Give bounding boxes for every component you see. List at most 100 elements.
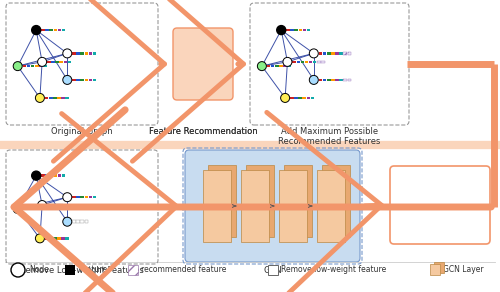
Bar: [57, 237, 60, 240]
Bar: [128, 265, 138, 275]
Bar: [300, 61, 304, 63]
Bar: [323, 79, 326, 81]
Bar: [93, 196, 96, 199]
Bar: [310, 97, 314, 99]
Bar: [275, 65, 278, 67]
Bar: [80, 220, 84, 223]
Bar: [84, 220, 88, 223]
Text: Task Specific
Loss Function: Task Specific Loss Function: [406, 195, 474, 215]
Bar: [66, 97, 69, 99]
Bar: [27, 65, 30, 67]
Bar: [348, 52, 351, 55]
Bar: [284, 65, 287, 67]
Circle shape: [63, 217, 72, 226]
Bar: [60, 61, 63, 63]
Bar: [288, 65, 291, 67]
Bar: [47, 61, 50, 63]
Bar: [62, 97, 65, 99]
Bar: [58, 29, 61, 31]
Bar: [322, 165, 350, 237]
Circle shape: [32, 26, 40, 34]
Circle shape: [258, 62, 266, 71]
Bar: [41, 29, 44, 31]
Bar: [271, 65, 274, 67]
Bar: [72, 52, 76, 55]
Text: Remove low-weight feature: Remove low-weight feature: [281, 265, 386, 274]
Bar: [53, 237, 56, 240]
Bar: [62, 174, 65, 177]
Bar: [43, 65, 46, 67]
Bar: [321, 61, 324, 63]
Bar: [68, 61, 71, 63]
Bar: [72, 79, 76, 81]
Bar: [302, 97, 306, 99]
Circle shape: [283, 58, 292, 66]
Bar: [43, 208, 46, 210]
Bar: [93, 52, 96, 55]
Bar: [46, 174, 49, 177]
Bar: [51, 61, 54, 63]
Bar: [50, 174, 53, 177]
Bar: [327, 79, 330, 81]
Bar: [64, 61, 67, 63]
Bar: [434, 262, 444, 273]
Bar: [294, 97, 298, 99]
Bar: [50, 29, 53, 31]
Bar: [317, 61, 320, 63]
Text: Original Graph: Original Graph: [51, 127, 113, 136]
Text: Feature Recommendation: Feature Recommendation: [148, 127, 258, 136]
Bar: [65, 265, 75, 275]
Circle shape: [277, 26, 286, 34]
Text: Feature: Feature: [78, 265, 107, 274]
Bar: [88, 196, 92, 199]
Bar: [60, 204, 63, 206]
Bar: [302, 29, 306, 31]
Bar: [290, 97, 294, 99]
Bar: [54, 174, 57, 177]
Bar: [298, 29, 302, 31]
Bar: [348, 79, 351, 81]
Circle shape: [11, 263, 25, 277]
Bar: [203, 170, 231, 242]
Bar: [72, 196, 76, 199]
Text: Node: Node: [29, 265, 49, 274]
Bar: [22, 208, 26, 210]
Bar: [331, 52, 334, 55]
Bar: [317, 170, 345, 242]
Bar: [53, 97, 56, 99]
Bar: [88, 52, 92, 55]
Text: Feature Recommendation: Feature Recommendation: [148, 127, 258, 136]
Bar: [246, 165, 274, 237]
Bar: [39, 208, 42, 210]
Circle shape: [63, 75, 72, 84]
Bar: [84, 79, 88, 81]
Bar: [54, 29, 57, 31]
Bar: [57, 97, 60, 99]
Bar: [430, 264, 440, 275]
Circle shape: [63, 49, 72, 58]
Bar: [51, 204, 54, 206]
Bar: [45, 97, 48, 99]
Text: Add Maximum Possible
Recommended Features: Add Maximum Possible Recommended Feature…: [278, 127, 380, 146]
Bar: [319, 52, 322, 55]
Bar: [49, 97, 52, 99]
Circle shape: [13, 62, 22, 71]
Bar: [208, 165, 236, 237]
Bar: [76, 220, 80, 223]
Text: Remove Low-weight Features: Remove Low-weight Features: [20, 266, 144, 275]
Circle shape: [38, 201, 46, 210]
Text: GCN Layer: GCN Layer: [443, 265, 484, 274]
Bar: [80, 52, 84, 55]
Text: recommended feature: recommended feature: [141, 265, 226, 274]
Bar: [84, 52, 88, 55]
Bar: [76, 52, 80, 55]
Bar: [56, 61, 59, 63]
Bar: [344, 52, 347, 55]
Circle shape: [63, 193, 72, 202]
Bar: [88, 79, 92, 81]
Circle shape: [36, 93, 44, 102]
Bar: [331, 79, 334, 81]
Bar: [296, 61, 300, 63]
Bar: [241, 170, 269, 242]
Bar: [340, 79, 343, 81]
